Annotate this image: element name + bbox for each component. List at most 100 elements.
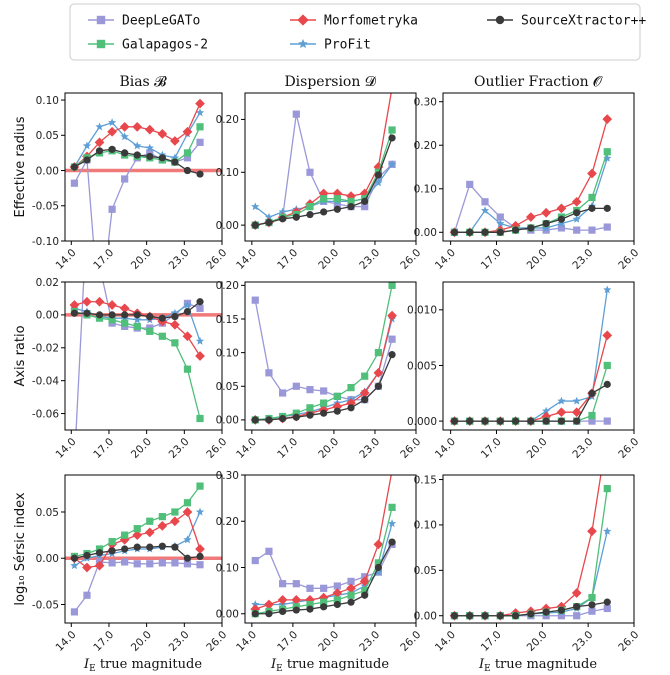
data-point-deeplegato [183,560,192,568]
data-point-sourcextractor [557,215,566,223]
data-point-profit [195,336,205,345]
data-point-sourcextractor [251,610,259,618]
data-point-deeplegato [158,559,166,567]
axes-frame [442,281,635,431]
x-tick-label: 23.0 [357,436,382,461]
x-tick-label: 20.0 [129,629,154,654]
data-point-sourcextractor [588,389,596,397]
data-point-profit [278,207,287,216]
data-point-profit [572,396,581,405]
data-point-sourcextractor [95,147,104,155]
x-tick-label: 26.0 [204,436,229,461]
data-point-morfometryka [556,407,567,418]
data-point-sourcextractor [333,600,341,609]
data-point-deeplegato [588,417,596,425]
data-point-morfometryka [170,319,180,330]
data-point-sourcextractor [183,166,192,175]
data-point-deeplegato [196,304,204,312]
legend-label-morfometryka: Morfometryka [324,14,418,29]
data-point-galapagos-2 [108,316,116,324]
data-point-deeplegato [306,386,314,394]
x-tick-label: 20.0 [129,247,154,272]
data-point-deeplegato [557,612,566,620]
series-sourcextractor [450,380,611,425]
y-tick-label: 0.000 [407,416,437,428]
legend-entry-morfometryka: Morfometryka [290,14,418,29]
data-point-sourcextractor [171,543,179,551]
data-point-sourcextractor [70,309,79,317]
data-point-sourcextractor [196,298,204,306]
data-point-sourcextractor [133,151,141,159]
data-point-sourcextractor [70,554,79,562]
data-point-sourcextractor [374,171,382,179]
data-point-sourcextractor [450,228,459,236]
data-point-sourcextractor [481,417,489,425]
data-point-deeplegato [146,560,154,568]
plot-content [250,282,397,425]
data-point-sourcextractor [306,605,314,613]
data-point-sourcextractor [496,228,504,236]
x-tick-label: 20.0 [316,436,341,461]
data-point-profit [133,141,142,150]
data-point-sourcextractor [511,226,520,234]
y-tick-label: 0.00 [414,611,437,623]
data-point-sourcextractor [95,549,104,557]
y-tick-label: 0.10 [216,347,239,359]
data-point-galapagos-2 [374,349,382,357]
axes-frame [244,92,417,242]
data-point-morfometryka [602,330,613,341]
data-point-morfometryka [526,212,536,222]
data-point-morfometryka [332,188,343,199]
data-point-deeplegato [196,561,204,569]
panel-r3-c2: 0.00 0.10 0.20 0.30 14.0 17.0 20.0 23.0 26.0 [216,470,424,654]
data-point-morfometryka [132,530,143,540]
data-point-sourcextractor [466,612,474,620]
data-point-morfometryka [132,121,143,132]
data-point-sourcextractor [265,416,273,424]
data-point-morfometryka [332,588,343,598]
data-point-sourcextractor [374,382,382,390]
data-point-profit [557,396,566,405]
legend-label-deeplegato: DeepLeGATo [122,14,200,29]
data-point-morfometryka [182,126,193,137]
data-point-galapagos-2 [133,525,141,533]
data-point-profit [183,300,192,309]
data-point-deeplegato [603,223,611,231]
data-point-sourcextractor [251,221,259,229]
data-point-sourcextractor [70,163,79,171]
data-point-morfometryka [157,521,168,531]
data-point-morfometryka [373,539,384,550]
y-tick-label: 0.10 [36,95,59,107]
data-point-galapagos-2 [320,399,328,407]
series-sourcextractor [450,204,611,236]
data-point-morfometryka [541,411,551,422]
y-tick-label: 0.15 [216,314,239,326]
data-point-galapagos-2 [588,593,596,602]
data-point-sourcextractor [496,612,504,620]
data-point-morfometryka [94,137,105,148]
series-sourcextractor [450,598,611,620]
data-point-profit [572,214,581,223]
data-point-profit [82,141,92,150]
column-title-bias: Bias 𝓑 [119,74,167,90]
data-point-deeplegato [133,560,141,568]
data-point-morfometryka [587,526,597,537]
data-point-sourcextractor [466,417,474,425]
data-point-deeplegato [265,369,273,377]
data-point-deeplegato [496,213,504,221]
data-point-morfometryka [359,188,370,199]
data-point-profit [195,507,205,516]
series-sourcextractor [251,351,396,424]
data-point-sourcextractor [108,145,116,153]
x-tick-label: 17.0 [91,247,116,272]
data-point-morfometryka [94,560,105,571]
y-tick-label: -0.05 [32,201,59,213]
data-point-galapagos-2 [306,203,314,211]
data-point-galapagos-2 [196,414,204,423]
row-label-effective-radius: Effective radius [13,116,28,217]
data-point-morfometryka [157,129,168,139]
data-point-morfometryka [556,203,567,214]
data-point-sourcextractor [333,205,341,213]
data-point-galapagos-2 [196,123,204,131]
data-point-galapagos-2 [374,559,382,567]
